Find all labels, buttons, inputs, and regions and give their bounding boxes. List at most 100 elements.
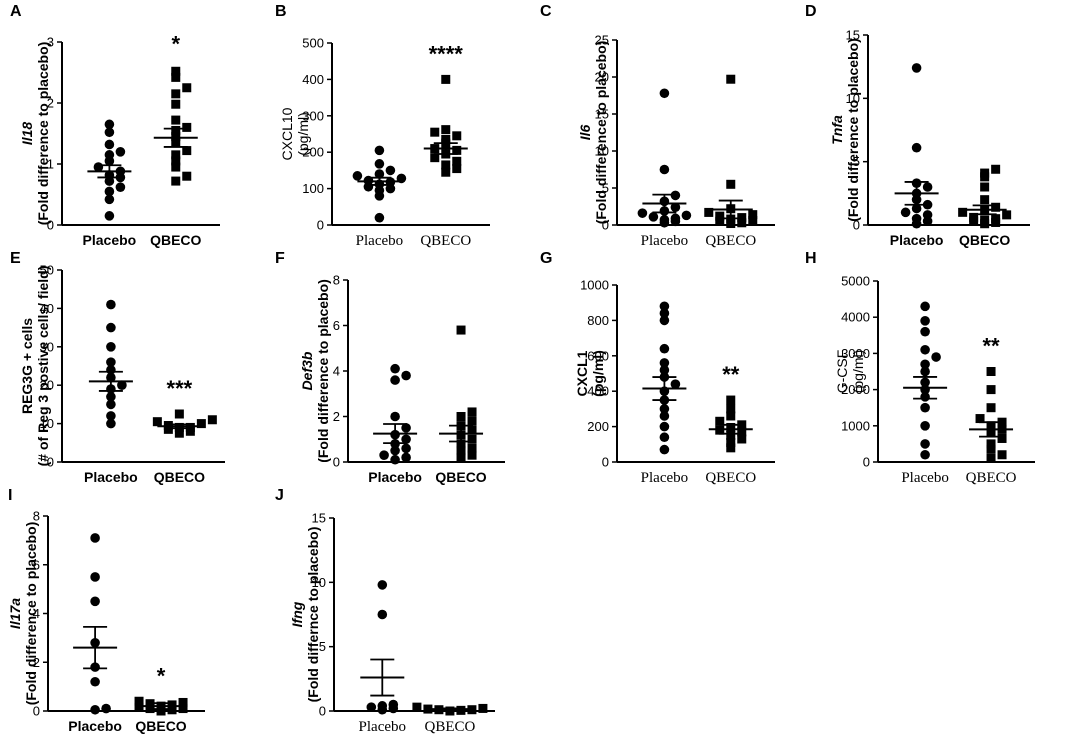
- data-point-qbeco: [704, 207, 714, 217]
- data-point-placebo: [659, 343, 670, 354]
- y-tick-label: 600: [587, 348, 609, 363]
- y-tick-label: 3000: [841, 346, 870, 361]
- data-point-qbeco: [997, 433, 1007, 443]
- data-point-placebo: [920, 326, 930, 337]
- data-point-placebo: [922, 182, 933, 192]
- y-axis-label: Il6(Fold difference to placebo): [577, 41, 609, 225]
- y-tick-label: 100: [302, 181, 324, 196]
- x-category-label: Placebo: [641, 233, 688, 249]
- panel-j: J 0 5 10 15 Placebo QBECO Ifng(Fold differnce t…: [275, 487, 495, 735]
- y-axis-unit-label: (# of Reg 3 postive cells/ field): [35, 266, 51, 467]
- data-point-qbeco: [441, 160, 451, 170]
- data-point-qbeco: [430, 153, 440, 163]
- panel-a: A 0 1 2 3 Placebo QBECO Il18(Fold difference to…: [10, 3, 220, 248]
- data-point-placebo: [659, 404, 670, 414]
- data-point-qbeco: [748, 210, 758, 220]
- data-point-qbeco: [737, 434, 747, 444]
- data-point-placebo: [374, 169, 385, 179]
- x-category-label: Placebo: [901, 470, 948, 486]
- data-point-placebo: [922, 210, 933, 220]
- data-point-qbeco: [456, 325, 466, 335]
- data-point-placebo: [670, 213, 681, 224]
- x-category-label: Placebo: [641, 470, 688, 486]
- data-point-qbeco: [456, 412, 466, 421]
- data-point-qbeco: [178, 697, 188, 707]
- data-point-placebo: [390, 454, 400, 465]
- data-point-placebo: [106, 411, 116, 421]
- y-axis-gene-label: Il6: [577, 125, 593, 141]
- y-tick-label: 0: [863, 455, 870, 470]
- y-tick-label: 20: [595, 70, 609, 85]
- data-point-qbeco: [441, 125, 451, 135]
- data-point-placebo: [670, 379, 681, 389]
- panel-letter: B: [275, 3, 287, 20]
- data-point-qbeco: [134, 696, 144, 706]
- panel-letter: I: [8, 487, 12, 504]
- panel-d: D 0 5 10 15 Placebo QBECO Tnfa(Fold difference …: [805, 3, 1030, 248]
- y-tick-label: 200: [302, 145, 324, 160]
- data-point-placebo: [648, 212, 659, 222]
- data-point-qbeco: [467, 407, 477, 417]
- data-point-qbeco: [456, 446, 466, 456]
- y-tick-label: 2: [47, 96, 54, 111]
- data-point-qbeco: [171, 115, 181, 125]
- data-point-placebo: [106, 322, 116, 333]
- data-point-placebo: [104, 194, 115, 205]
- significance-marker: **: [722, 362, 740, 387]
- y-tick-label: 2000: [841, 382, 870, 397]
- significance-marker: *: [157, 663, 166, 688]
- data-point-placebo: [377, 580, 388, 590]
- data-point-placebo: [920, 359, 930, 370]
- data-point-qbeco: [156, 706, 166, 716]
- y-tick-label: 15: [312, 511, 326, 526]
- data-point-qbeco: [182, 83, 192, 93]
- data-point-qbeco: [174, 409, 184, 419]
- data-point-qbeco: [171, 66, 181, 76]
- x-category-label: Placebo: [359, 719, 406, 735]
- y-axis-unit-label: (Fold difference to placebo): [845, 38, 861, 222]
- y-tick-label: 0: [47, 455, 54, 470]
- panel-h: H 0 1000 2000 3000 4000 5000 Placebo QBECO G-CSF(…: [805, 250, 1035, 486]
- data-point-qbeco: [467, 425, 477, 435]
- data-point-qbeco: [991, 202, 1001, 212]
- y-axis-unit-label: (Fold difference to placebo): [593, 41, 609, 225]
- y-axis-unit-label: (Fold difference to placebo): [315, 279, 331, 463]
- data-point-placebo: [401, 423, 411, 433]
- y-axis-unit-label: (pg/ml): [295, 112, 311, 156]
- y-tick-label: 40: [40, 301, 54, 316]
- data-point-qbeco: [986, 403, 996, 413]
- y-axis-unit-label: (pg/ml): [850, 350, 866, 394]
- data-point-qbeco: [726, 430, 736, 440]
- data-point-placebo: [390, 411, 400, 422]
- y-tick-label: 0: [319, 704, 326, 719]
- y-axis-gene-label: REG3G + cells: [19, 318, 35, 414]
- data-point-placebo: [106, 418, 116, 429]
- data-point-placebo: [388, 699, 399, 710]
- data-point-placebo: [90, 676, 100, 687]
- data-point-placebo: [920, 439, 930, 449]
- y-tick-label: 400: [302, 72, 324, 87]
- data-point-placebo: [401, 452, 411, 463]
- data-point-qbeco: [986, 444, 996, 454]
- y-axis-label: G-CSF(pg/ml): [834, 350, 866, 394]
- panel-b: B 0 100 200 300 400 500 Placebo QBECO CXCL10(pg/m…: [275, 3, 490, 249]
- data-point-qbeco: [726, 443, 736, 453]
- data-point-qbeco: [975, 414, 985, 424]
- data-point-placebo: [106, 342, 116, 352]
- data-point-placebo: [401, 370, 411, 381]
- data-point-placebo: [637, 208, 648, 218]
- data-point-placebo: [659, 88, 670, 99]
- panel-letter: A: [10, 3, 22, 20]
- panel-letter: G: [540, 250, 552, 267]
- data-point-qbeco: [726, 395, 736, 405]
- y-axis-gene-label: G-CSF: [834, 350, 850, 394]
- data-point-qbeco: [171, 72, 181, 82]
- data-point-placebo: [90, 704, 100, 715]
- data-point-placebo: [106, 391, 116, 402]
- y-axis-label: Il17a(Fold difference to placebo): [7, 522, 39, 706]
- data-point-qbeco: [980, 195, 990, 205]
- data-point-qbeco: [726, 411, 736, 421]
- data-point-qbeco: [986, 385, 996, 395]
- data-point-qbeco: [182, 122, 192, 132]
- panel-f: F 0 2 4 6 8 Placebo QBECO Def3b(Fold difference …: [275, 250, 505, 485]
